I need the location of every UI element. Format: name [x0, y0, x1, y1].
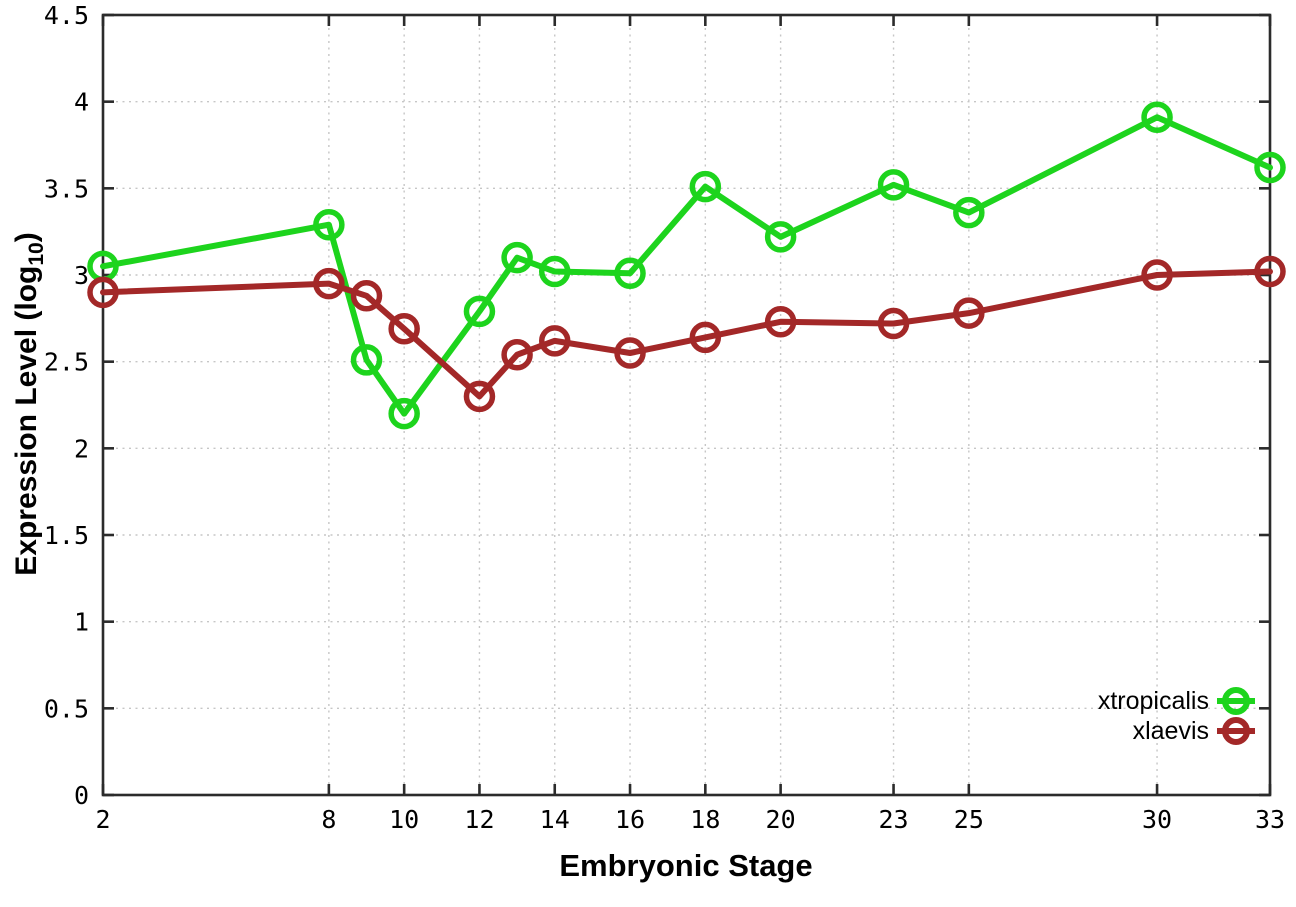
y-tick-label-1.5: 1.5: [44, 521, 89, 550]
point-xtropicalis-stage-13: [501, 241, 533, 274]
point-xtropicalis-stage-23: [877, 169, 910, 201]
point-xlaevis-stage-10: [388, 312, 420, 345]
point-xtropicalis-stage-20: [764, 221, 797, 253]
series-xtropicalis: [87, 101, 1286, 430]
point-xtropicalis-stage-25: [953, 196, 985, 229]
point-xlaevis-stage-2: [87, 276, 119, 309]
point-xlaevis-stage-25: [953, 297, 985, 329]
point-xlaevis-stage-30: [1141, 259, 1173, 291]
x-tick-label-8: 8: [321, 805, 336, 834]
x-axis-title: Embryonic Stage: [559, 848, 813, 883]
gridlines: [103, 15, 1270, 795]
y-tick-label-2: 2: [74, 434, 89, 463]
x-tick-label-30: 30: [1142, 805, 1172, 834]
point-xlaevis-stage-14: [538, 325, 571, 357]
y-tick-label-0: 0: [74, 781, 89, 810]
y-tick-label-0.5: 0.5: [44, 694, 89, 723]
point-xtropicalis-stage-33: [1254, 151, 1286, 184]
x-tick-label-16: 16: [615, 805, 645, 834]
point-xlaevis-stage-8: [313, 267, 345, 300]
y-tick-label-1: 1: [74, 608, 89, 637]
point-xtropicalis-stage-14: [538, 255, 571, 288]
point-xlaevis-stage-13: [501, 338, 533, 371]
axes: [101, 13, 1272, 797]
point-xtropicalis-stage-18: [689, 170, 722, 203]
y-tick-label-3: 3: [74, 261, 89, 290]
x-tick-label-23: 23: [878, 805, 908, 834]
x-tick-label-14: 14: [540, 805, 570, 834]
y-tick-label-2.5: 2.5: [44, 348, 89, 377]
series-xtropicalis-line: [100, 114, 1273, 417]
y-axis-title-subscript: 10: [25, 242, 48, 266]
y-axis-title-text: Expression Level (log: [10, 265, 43, 576]
legend-label-xtropicalis: xtropicalis: [1097, 686, 1209, 715]
point-xlaevis-stage-9: [350, 280, 383, 312]
series-xlaevis-line: [100, 268, 1273, 400]
x-tick-label-18: 18: [690, 805, 720, 834]
x-tick-label-10: 10: [389, 805, 419, 834]
point-xlaevis-stage-20: [764, 306, 797, 338]
point-xtropicalis-stage-9: [350, 344, 383, 376]
x-tick-label-20: 20: [766, 805, 796, 834]
y-tick-label-3.5: 3.5: [44, 174, 89, 203]
x-tick-label-25: 25: [954, 805, 984, 834]
y-tick-label-4.5: 4.5: [44, 1, 89, 30]
point-xtropicalis-stage-30: [1141, 101, 1173, 134]
point-xlaevis-stage-18: [689, 321, 722, 354]
y-axis-title: Expression Level (log10): [10, 232, 48, 576]
point-xlaevis-stage-33: [1254, 255, 1286, 288]
tick-labels: 2 8 10 12 14 16 18 20 23 25 30 33 0 0.5 1 1.5 2 2.5 3 3.5 4 4…: [44, 1, 1285, 834]
point-xtropicalis-stage-16: [614, 257, 646, 290]
point-xtropicalis-stage-12: [463, 295, 496, 328]
legend-circle-xtropicalis: [1222, 687, 1250, 715]
x-tick-label-33: 33: [1255, 805, 1285, 834]
x-tick-label-2: 2: [95, 805, 110, 834]
legend-swatch-xtropicalis-icon: [1217, 687, 1255, 715]
point-xlaevis-stage-16: [614, 337, 646, 369]
point-xlaevis-stage-12: [463, 380, 496, 413]
legend-item-xlaevis: xlaevis: [1098, 716, 1256, 746]
y-axis-title-suffix: ): [10, 232, 43, 243]
legend-item-xtropicalis: xtropicalis: [1098, 686, 1256, 716]
legend: xtropicalis xlaevis: [1098, 686, 1256, 746]
legend-swatch-xlaevis-icon: [1217, 717, 1255, 745]
point-xtropicalis-stage-8: [313, 208, 345, 241]
legend-label-xlaevis: xlaevis: [1132, 716, 1209, 745]
legend-circle-xlaevis: [1222, 717, 1250, 745]
plot-border: [101, 13, 1272, 797]
series-xlaevis: [87, 255, 1286, 413]
point-xtropicalis-stage-10: [388, 397, 420, 430]
point-xlaevis-stage-23: [877, 307, 910, 340]
y-tick-label-4: 4: [74, 88, 89, 117]
x-tick-label-12: 12: [464, 805, 494, 834]
